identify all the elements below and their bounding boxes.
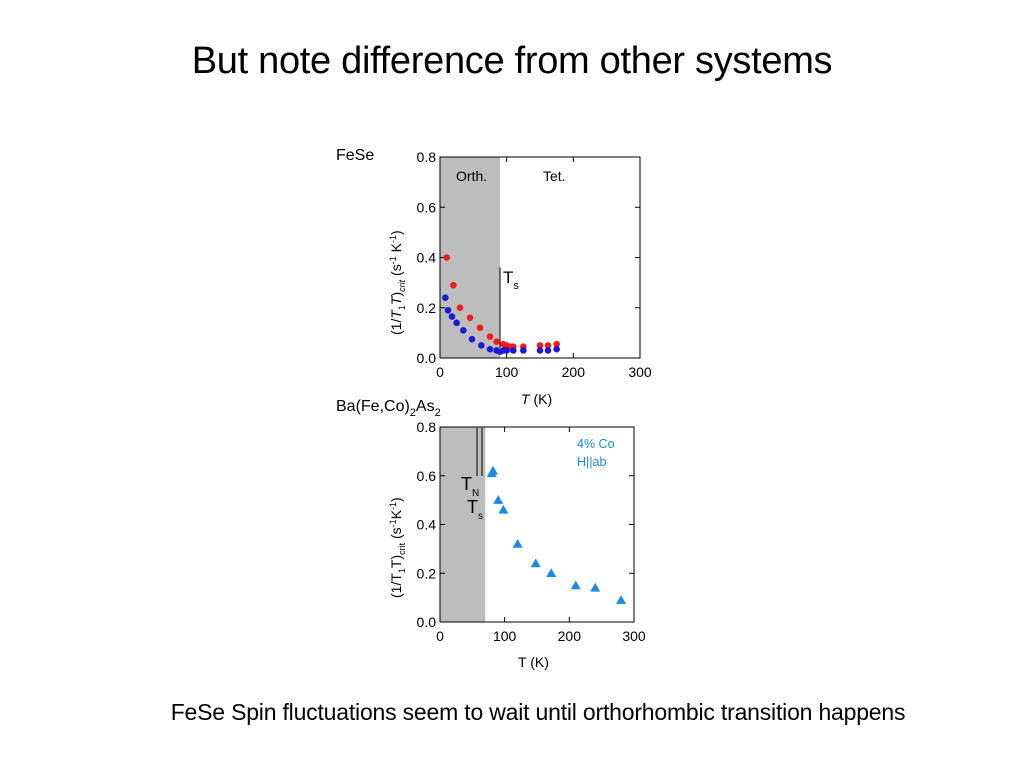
y-tick-label: 0.0 — [417, 350, 437, 366]
data-point — [456, 304, 464, 312]
x-axis-label: T (K) — [521, 391, 552, 407]
y-tick-label: 0.8 — [417, 419, 437, 435]
x-axis-label: T (K) — [518, 654, 549, 670]
data-point — [478, 342, 485, 349]
panel-label: FeSe — [336, 147, 374, 164]
data-point — [553, 340, 560, 348]
data-point — [503, 347, 510, 354]
data-points — [486, 465, 627, 604]
ordered-region — [440, 427, 486, 622]
x-tick-label: 100 — [495, 364, 519, 380]
data-point — [512, 539, 523, 548]
data-point — [468, 335, 476, 343]
data-point — [536, 342, 544, 349]
data-point — [570, 580, 581, 590]
panel-label: Ba(Fe,Co)2As2 — [336, 398, 441, 419]
y-axis-label: (1/T1T)crit (s-1K-1) — [388, 497, 407, 598]
data-point — [444, 306, 452, 314]
data-point — [488, 465, 499, 475]
data-point — [544, 342, 552, 349]
y-axis-label: (1/T1T)crit (s-1 K-1) — [388, 230, 407, 335]
data-point — [453, 319, 460, 327]
data-point — [616, 595, 627, 604]
data-point — [486, 345, 494, 353]
data-point — [476, 324, 484, 332]
x-tick-label: 100 — [493, 628, 517, 644]
slide-caption: FeSe Spin fluctuations seem to wait unti… — [170, 699, 906, 725]
data-point — [486, 333, 494, 340]
fese-chart: 0 100 200 300 0.0 0.2 0.4 0.6 0.8 FeSe Orth. Te… — [336, 147, 652, 407]
y-tick-label: 0.8 — [417, 149, 437, 165]
bafecoas-chart: 0 100 200 300 0.0 0.2 0.4 0.6 0.8 Ba(Fe,Co)2As2… — [336, 398, 646, 670]
y-tick-label: 0.2 — [417, 300, 437, 316]
y-tick-label: 0.2 — [417, 565, 437, 581]
y-tick-label: 0.6 — [417, 468, 437, 484]
region-label-tet: Tet. — [543, 168, 566, 184]
region-label-orth: Orth. — [456, 168, 487, 184]
data-point — [510, 347, 517, 354]
y-tick-label: 0.0 — [417, 614, 437, 630]
data-point — [536, 347, 544, 354]
y-tick-label: 0.4 — [417, 250, 437, 266]
data-point — [546, 568, 557, 577]
x-ticks: 0 100 200 300 — [436, 157, 652, 380]
data-point — [553, 345, 560, 353]
slide-title: But note difference from other systems — [191, 40, 833, 82]
y-ticks: 0.0 0.2 0.4 0.6 0.8 — [417, 149, 640, 366]
x-tick-label: 0 — [436, 364, 444, 380]
legend-line-2: H||ab — [577, 455, 606, 469]
x-ticks: 0 100 200 300 — [436, 427, 646, 644]
data-point — [530, 558, 541, 568]
ts-marker-label: Ts — [503, 268, 519, 292]
data-point — [493, 338, 500, 345]
data-point — [520, 347, 527, 354]
orthorhombic-region — [440, 157, 500, 358]
data-points — [442, 254, 560, 356]
data-point — [460, 327, 467, 334]
data-point — [450, 281, 457, 289]
legend-line-1: 4% Co — [577, 437, 615, 451]
data-point — [442, 294, 449, 302]
data-point — [466, 314, 474, 322]
x-tick-label: 300 — [622, 628, 646, 644]
data-point — [544, 347, 552, 354]
y-ticks: 0.0 0.2 0.4 0.6 0.8 — [417, 419, 634, 630]
x-tick-label: 200 — [558, 628, 582, 644]
x-tick-label: 200 — [562, 364, 586, 380]
data-point — [443, 254, 450, 261]
y-tick-label: 0.4 — [417, 517, 437, 533]
y-tick-label: 0.6 — [417, 199, 437, 215]
data-point — [493, 495, 504, 504]
x-tick-label: 0 — [436, 628, 444, 644]
data-point — [498, 504, 509, 514]
data-point — [590, 582, 601, 592]
x-tick-label: 300 — [628, 364, 652, 380]
data-point — [448, 313, 456, 320]
